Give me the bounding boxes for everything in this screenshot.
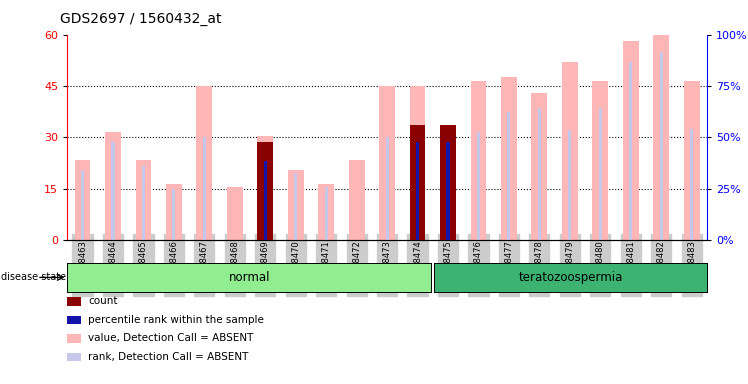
Bar	[264, 154, 267, 240]
Bar	[660, 52, 663, 240]
Bar	[440, 125, 456, 240]
Bar	[538, 108, 541, 240]
Bar	[501, 77, 517, 240]
Text: value, Detection Call = ABSENT: value, Detection Call = ABSENT	[88, 333, 254, 343]
Bar	[294, 173, 297, 240]
Bar	[690, 129, 693, 240]
Bar	[135, 159, 151, 240]
Bar	[318, 184, 334, 240]
Bar	[385, 137, 389, 240]
Bar	[203, 137, 206, 240]
Text: percentile rank within the sample: percentile rank within the sample	[88, 315, 264, 325]
Bar	[416, 142, 419, 240]
Bar	[257, 142, 273, 240]
Bar	[623, 41, 639, 240]
Bar	[416, 137, 419, 240]
Bar	[197, 86, 212, 240]
Bar	[440, 127, 456, 240]
Bar	[81, 170, 84, 240]
Bar	[447, 142, 450, 240]
Text: rank, Detection Call = ABSENT: rank, Detection Call = ABSENT	[88, 352, 248, 362]
Bar	[447, 142, 450, 240]
Bar	[562, 62, 577, 240]
Bar	[325, 187, 328, 240]
Bar	[507, 112, 510, 240]
Text: disease state: disease state	[1, 272, 67, 283]
Bar	[105, 132, 121, 240]
Bar	[257, 136, 273, 240]
Bar	[111, 142, 114, 240]
Bar	[75, 159, 91, 240]
Bar	[684, 81, 699, 240]
Bar	[379, 86, 395, 240]
Bar	[410, 86, 426, 240]
Bar	[653, 35, 669, 240]
Bar	[142, 166, 145, 240]
Bar	[166, 184, 182, 240]
Bar	[349, 159, 364, 240]
Bar	[477, 132, 480, 240]
Bar	[288, 170, 304, 240]
Text: GDS2697 / 1560432_at: GDS2697 / 1560432_at	[60, 12, 221, 25]
Bar	[172, 189, 176, 240]
Text: count: count	[88, 296, 117, 306]
Bar	[598, 108, 602, 240]
Bar	[531, 93, 548, 240]
Text: normal: normal	[229, 271, 270, 284]
Bar	[227, 187, 243, 240]
Bar	[629, 62, 632, 240]
Bar	[264, 161, 267, 240]
Bar	[592, 81, 608, 240]
Bar	[410, 125, 426, 240]
Bar	[568, 131, 571, 240]
Text: teratozoospermia: teratozoospermia	[518, 271, 623, 284]
Bar	[470, 81, 486, 240]
